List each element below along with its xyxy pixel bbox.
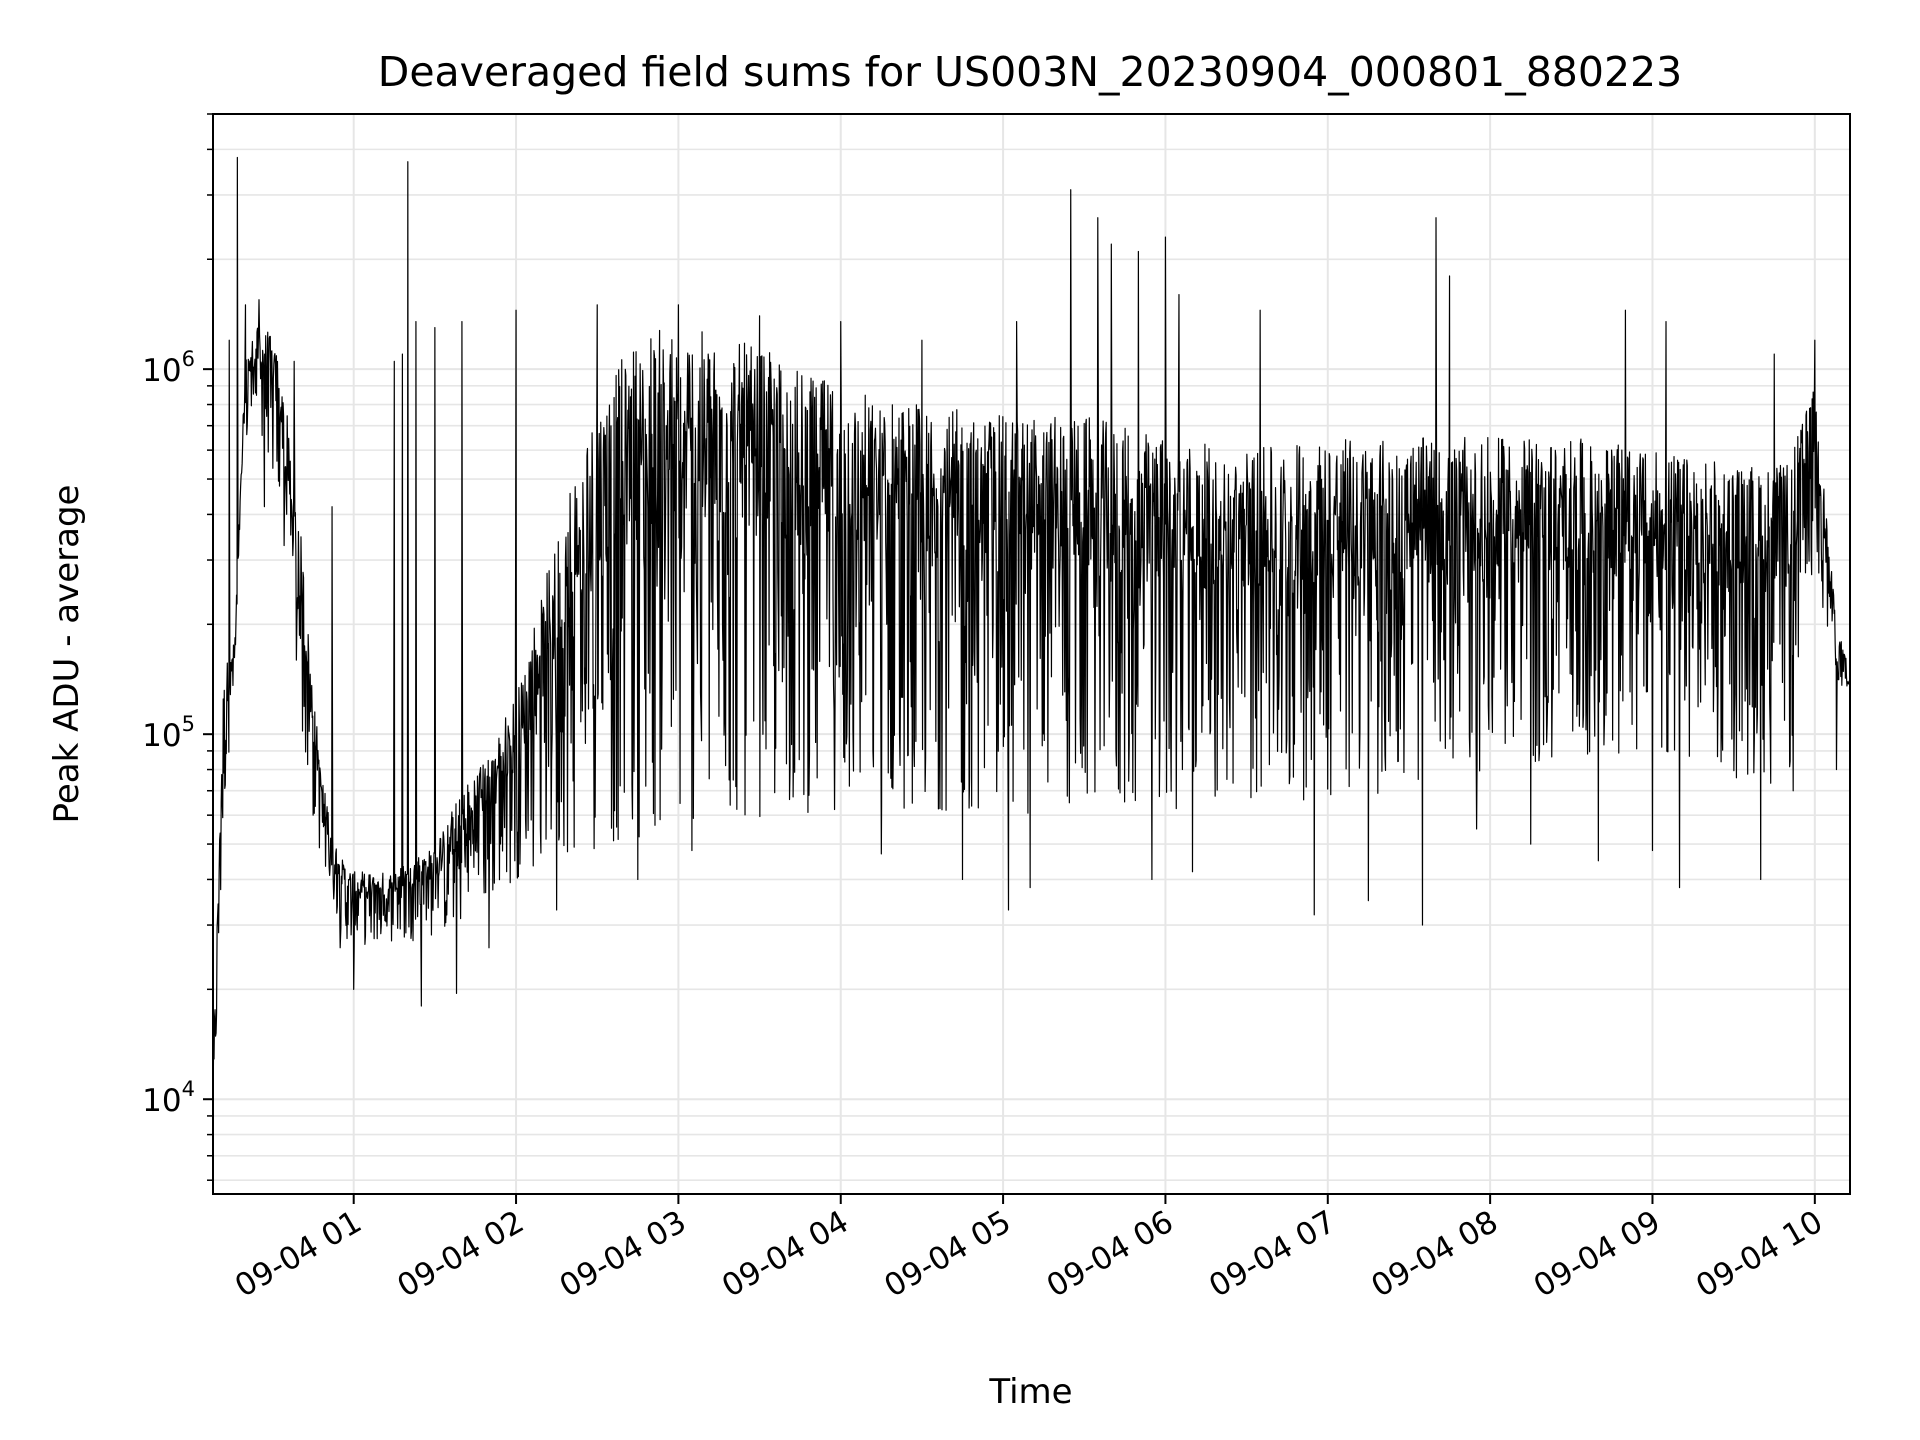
y-tick-label: 105 <box>142 712 195 754</box>
y-tick-label-base: 10 <box>142 353 181 389</box>
y-tick-label-base: 10 <box>142 1083 181 1119</box>
y-tick-label-exponent: 6 <box>182 347 195 371</box>
y-axis-label: Peak ADU - average <box>47 485 87 824</box>
plot-area <box>213 156 1850 1123</box>
y-tick-label: 104 <box>142 1077 195 1119</box>
data-series <box>213 156 1850 1123</box>
y-tick-label: 106 <box>142 347 195 389</box>
plot-frame <box>212 113 1851 1195</box>
y-tick-label-base: 10 <box>142 718 181 754</box>
x-axis-label: Time <box>988 1372 1072 1412</box>
chart-title: Deaveraged field sums for US003N_2023090… <box>378 48 1682 96</box>
y-tick-label-exponent: 5 <box>182 712 195 736</box>
series-line <box>213 156 1850 1123</box>
y-tick-label-exponent: 4 <box>182 1077 195 1101</box>
